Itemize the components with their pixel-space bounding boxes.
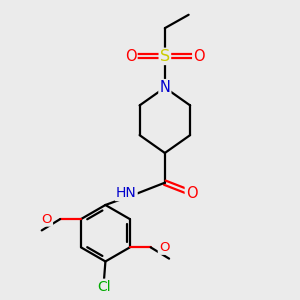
- Text: Cl: Cl: [97, 280, 111, 294]
- Text: S: S: [160, 49, 170, 64]
- Text: O: O: [125, 49, 136, 64]
- Text: O: O: [41, 213, 52, 226]
- Text: O: O: [193, 49, 205, 64]
- Text: O: O: [159, 241, 169, 254]
- Text: N: N: [159, 80, 170, 95]
- Text: HN: HN: [116, 186, 136, 200]
- Text: O: O: [186, 186, 197, 201]
